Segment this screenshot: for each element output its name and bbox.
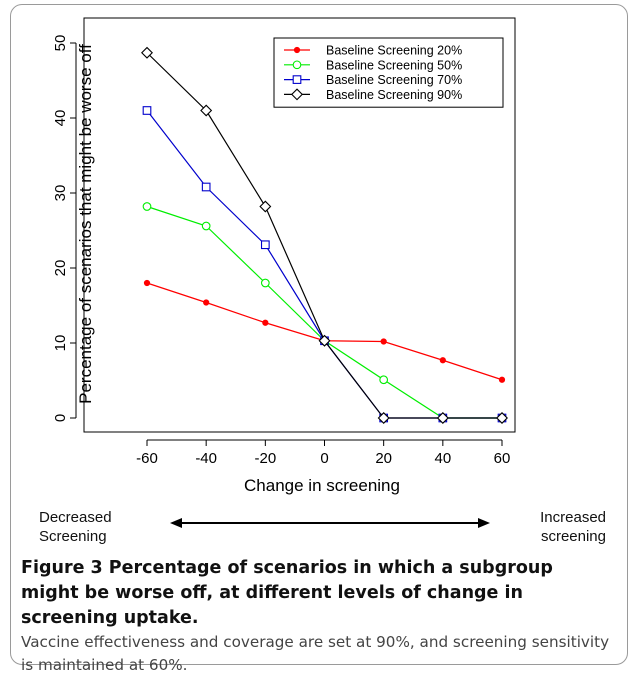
- figure-caption: Figure 3 Percentage of scenarios in whic…: [21, 556, 611, 677]
- data-point: [203, 299, 210, 306]
- decreased-screening-label: Decreased Screening: [39, 509, 112, 545]
- series-1: [143, 279, 506, 383]
- data-point: [380, 338, 387, 345]
- x-tick-label: -20: [254, 450, 276, 467]
- series-2: [142, 202, 507, 423]
- y-axis-label: Percentage of scenarios that might be wo…: [76, 44, 95, 404]
- legend-label: Baseline Screening 90%: [326, 88, 462, 102]
- x-tick-label: -60: [136, 450, 158, 467]
- data-point: [143, 279, 151, 287]
- data-point: [200, 104, 213, 117]
- series-line: [146, 205, 502, 419]
- y-tick-label: 10: [52, 335, 69, 352]
- legend-entry: Baseline Screening 90%: [284, 88, 462, 102]
- arrow-head-left: [170, 518, 182, 528]
- series-line: [146, 110, 502, 419]
- legend: Baseline Screening 20%Baseline Screening…: [273, 37, 504, 108]
- increased-screening-label: Increased screening: [540, 509, 606, 545]
- arrow-head-right: [478, 518, 490, 528]
- series-line: [146, 282, 503, 381]
- series-layer: [141, 46, 508, 424]
- data-point: [498, 376, 506, 383]
- line-chart: -60 -40 -20 0 20 40 60 0 10 20 30 40 50 Baseline Scr…: [52, 17, 516, 528]
- figure-frame: [10, 4, 628, 665]
- caption-body: Vaccine effectiveness and coverage are s…: [21, 633, 610, 674]
- data-point: [439, 357, 446, 364]
- x-tick-label: 40: [434, 450, 451, 467]
- data-point: [379, 375, 389, 385]
- series-3: [142, 106, 507, 423]
- legend-marker: [293, 46, 301, 54]
- y-tick-label: 50: [52, 35, 69, 52]
- data-point: [142, 106, 152, 115]
- legend-entry: Baseline Screening 20%: [284, 44, 462, 58]
- plot-area-border: [83, 17, 516, 433]
- y-tick-label: 40: [52, 110, 69, 127]
- legend-entry: Baseline Screening 70%: [284, 73, 462, 87]
- data-point: [141, 46, 153, 59]
- legend-label: Baseline Screening 50%: [326, 58, 462, 72]
- legend-marker: [292, 60, 302, 70]
- legend-marker: [291, 88, 303, 101]
- data-point: [142, 202, 152, 211]
- axes: -60 -40 -20 0 20 40 60 0 10 20 30 40 50: [52, 35, 510, 467]
- y-tick-label: 30: [52, 185, 69, 202]
- data-point: [262, 319, 269, 326]
- x-axis-label: Change in screening: [244, 476, 400, 495]
- x-tick-label: 60: [494, 450, 511, 467]
- data-point: [259, 200, 272, 213]
- data-point: [201, 182, 211, 192]
- data-point: [377, 412, 390, 424]
- data-point: [436, 412, 449, 424]
- caption-title: Figure 3 Percentage of scenarios in whic…: [21, 558, 553, 628]
- data-point: [318, 334, 331, 347]
- y-tick-label: 0: [52, 414, 69, 422]
- data-point: [201, 221, 211, 231]
- screening-direction-arrow: [170, 518, 490, 528]
- legend-entry: Baseline Screening 50%: [284, 58, 462, 72]
- x-tick-label: 0: [320, 450, 328, 467]
- legend-marker: [292, 75, 302, 84]
- data-point: [260, 240, 270, 250]
- x-tick-label: 20: [375, 450, 392, 467]
- legend-label: Baseline Screening 70%: [326, 73, 462, 87]
- data-point: [260, 278, 270, 288]
- x-tick-label: -40: [195, 450, 217, 467]
- series-4: [141, 46, 508, 424]
- legend-box: [273, 37, 504, 108]
- y-tick-label: 20: [52, 260, 69, 277]
- legend-label: Baseline Screening 20%: [326, 44, 462, 58]
- data-point: [496, 412, 508, 424]
